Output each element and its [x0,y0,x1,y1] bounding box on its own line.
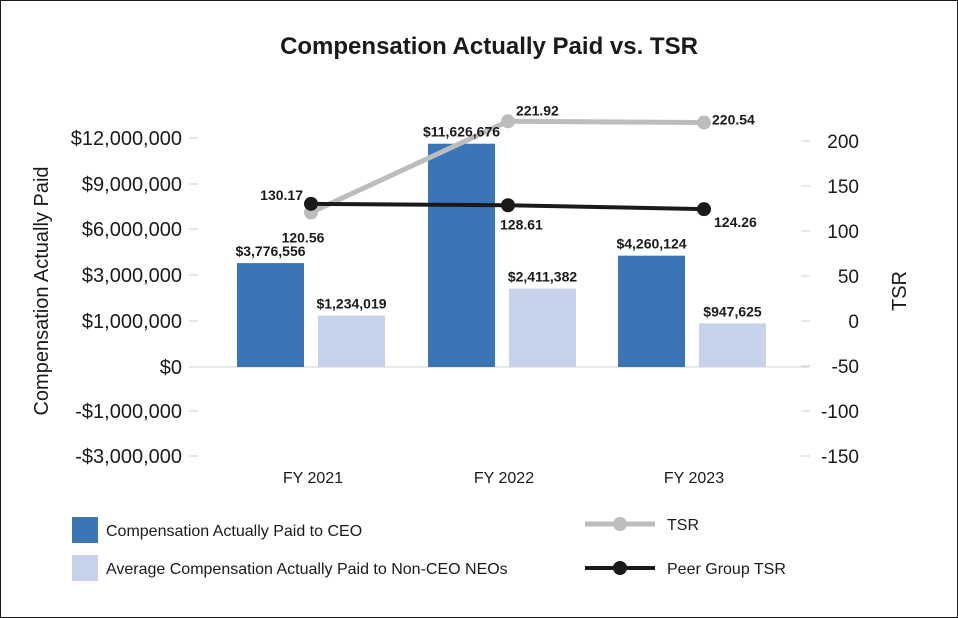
right-tick-label: 0 [848,312,859,333]
peer-tsr-point [304,196,318,211]
right-tick-label: 200 [827,132,859,153]
left-tick-label: $9,000,000 [82,174,182,196]
left-tick-label: $3,000,000 [82,265,182,287]
left-tick-label: $0 [160,357,182,379]
peer-tsr-point [697,202,711,217]
data-labels: $3,776,556 $11,626,676 $4,260,124 $1,234,01… [235,102,761,319]
left-axis-ticks: $12,000,000 $9,000,000 $6,000,000 $3,000,00… [71,128,182,468]
left-tick-label: $12,000,000 [71,128,182,150]
x-tick-label: FY 2022 [474,470,534,487]
legend-marker-tsr [613,517,627,531]
tsr-label: 220.54 [712,112,755,128]
right-tick-label: 50 [838,267,859,288]
right-tick-label: -50 [832,357,859,378]
legend-swatch-neo [72,555,98,581]
x-axis-ticks: FY 2021 FY 2022 FY 2023 [283,470,724,487]
right-tick-label: -150 [821,447,859,468]
legend-label-peer: Peer Group TSR [667,561,786,578]
ceo-bar [618,255,685,367]
neo-bar [699,323,766,367]
right-tick-label: 150 [827,177,859,198]
neo-bar [318,315,385,367]
x-tick-label: FY 2023 [664,470,724,487]
ceo-bar [237,263,304,367]
ceo-bar [428,143,495,367]
tsr-label: 221.92 [516,102,559,118]
peer-tsr-label: 130.17 [260,187,303,203]
left-tick-label: $1,000,000 [82,311,182,333]
neo-bar-label: $2,411,382 [508,269,578,285]
legend-marker-peer [613,561,627,575]
bars [237,143,766,367]
y2-axis-label: TSR [889,271,911,311]
right-axis-ticks: 200 150 100 50 0 -50 -100 -150 [821,132,859,468]
chart-title: Compensation Actually Paid vs. TSR [280,33,698,60]
right-tick-label: 100 [827,222,859,243]
left-tick-label: -$1,000,000 [75,401,182,423]
legend: Compensation Actually Paid to CEO Average… [72,517,786,581]
ceo-bar-label: $4,260,124 [616,236,686,252]
peer-tsr-label: 124.26 [714,214,757,230]
neo-bar [509,288,576,367]
x-tick-label: FY 2021 [283,470,343,487]
tsr-point [697,115,711,130]
legend-label-ceo: Compensation Actually Paid to CEO [106,523,362,540]
y-axis-label: Compensation Actually Paid [31,166,53,415]
peer-tsr-label: 128.61 [500,216,543,232]
ceo-bar-label: $11,626,676 [423,124,500,140]
neo-bar-label: $947,625 [703,303,762,319]
left-tick-label: $6,000,000 [82,219,182,241]
peer-tsr-point [501,198,515,213]
legend-label-tsr: TSR [667,517,699,534]
tsr-point [501,114,515,129]
tsr-label: 120.56 [282,229,325,245]
neo-bar-label: $1,234,019 [316,296,386,312]
legend-label-neo: Average Compensation Actually Paid to No… [106,561,508,578]
ceo-bar-label: $3,776,556 [235,243,305,259]
legend-swatch-ceo [72,517,98,543]
tsr-lines [304,114,711,220]
right-tick-label: -100 [821,402,859,423]
left-tick-label: -$3,000,000 [75,446,182,468]
